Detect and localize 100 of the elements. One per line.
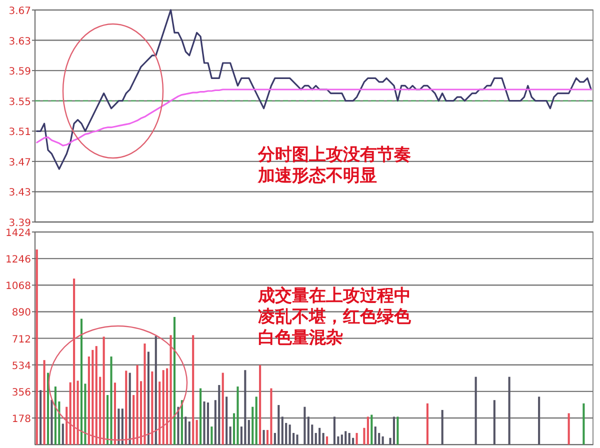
bar xyxy=(128,372,131,445)
bar xyxy=(170,335,172,445)
bar xyxy=(118,408,120,445)
bar xyxy=(102,336,105,445)
bar xyxy=(95,346,98,445)
y-tick-label: 1068 xyxy=(6,281,31,292)
bar xyxy=(36,249,38,445)
bar xyxy=(288,424,291,445)
bar xyxy=(226,396,228,445)
bar xyxy=(177,406,180,445)
bar xyxy=(356,432,358,445)
y-tick-label: 3.55 xyxy=(8,96,31,108)
bar xyxy=(252,406,254,445)
bar xyxy=(344,431,347,445)
line-series xyxy=(36,88,592,146)
bar xyxy=(147,352,150,445)
bar xyxy=(54,386,56,445)
bar xyxy=(262,430,265,445)
bar xyxy=(158,382,161,445)
bar xyxy=(180,400,183,445)
bar xyxy=(366,416,369,445)
bar xyxy=(236,386,239,445)
bar xyxy=(582,403,585,445)
bar xyxy=(62,424,64,445)
y-tick-label: 3.47 xyxy=(8,157,31,168)
y-tick-label: 356 xyxy=(12,387,31,398)
y-tick-label: 3.51 xyxy=(8,127,31,138)
bar xyxy=(166,368,168,445)
bar xyxy=(340,434,343,445)
bar xyxy=(162,370,164,445)
bar xyxy=(173,316,176,445)
bar xyxy=(188,421,190,445)
bar xyxy=(392,416,396,445)
bar xyxy=(474,376,477,445)
bar xyxy=(222,372,224,445)
bar xyxy=(46,372,50,445)
y-tick-label: 1246 xyxy=(6,254,31,266)
bar xyxy=(370,414,373,445)
bar xyxy=(80,318,83,445)
y-tick-label: 3.43 xyxy=(8,188,31,199)
annotation: 成交量在上攻过程中 xyxy=(257,286,411,306)
bar xyxy=(441,410,444,445)
bar xyxy=(43,360,46,445)
annotation: 凌乱不堪，红色绿色 xyxy=(258,307,412,327)
bar xyxy=(281,416,284,445)
bar xyxy=(348,432,350,445)
bar xyxy=(248,420,250,445)
bar xyxy=(50,400,53,445)
bar xyxy=(196,420,198,445)
bar xyxy=(374,426,376,445)
bar xyxy=(538,396,540,445)
y-tick-label: 534 xyxy=(12,360,31,372)
bar xyxy=(76,380,79,445)
bar xyxy=(322,432,324,445)
bar xyxy=(259,365,262,445)
bar xyxy=(132,395,135,445)
annotation: 加速形态不明显 xyxy=(257,166,377,186)
bar xyxy=(184,416,187,445)
bar xyxy=(92,350,94,445)
bar xyxy=(210,426,213,445)
bar xyxy=(121,408,124,445)
y-tick-label: 890 xyxy=(12,308,31,319)
annotation: 分时图上攻没有节奏 xyxy=(257,145,411,165)
bar xyxy=(114,382,116,445)
bar xyxy=(154,336,157,445)
bar xyxy=(508,376,510,445)
bar xyxy=(396,416,399,445)
bar xyxy=(229,426,232,445)
y-tick-label: 3.59 xyxy=(8,66,31,78)
bar xyxy=(218,385,220,445)
y-tick-label: 712 xyxy=(12,334,31,346)
bar xyxy=(200,388,202,445)
bar xyxy=(426,403,428,445)
bar xyxy=(203,401,206,445)
bar xyxy=(270,388,272,445)
bar xyxy=(206,402,210,445)
bar xyxy=(326,436,328,445)
y-tick-label: 3.63 xyxy=(8,36,31,48)
bar xyxy=(73,278,76,445)
bar xyxy=(66,406,68,445)
bar xyxy=(278,405,280,445)
bar xyxy=(192,335,194,445)
bar xyxy=(304,406,306,445)
y-tick-label: 3.39 xyxy=(8,218,31,229)
bar xyxy=(110,356,112,445)
bar xyxy=(493,400,496,445)
bar xyxy=(151,371,154,445)
y-tick-label: 178 xyxy=(12,414,31,426)
bar xyxy=(296,434,298,445)
bar xyxy=(40,390,42,445)
y-tick-label: 1424 xyxy=(6,228,31,239)
bar xyxy=(144,344,146,445)
bar xyxy=(255,396,258,445)
bar xyxy=(363,428,366,445)
bar xyxy=(333,416,336,445)
bar xyxy=(244,370,246,445)
bar xyxy=(307,416,310,445)
bar xyxy=(318,428,321,445)
bar xyxy=(136,365,138,445)
bar xyxy=(125,370,128,445)
